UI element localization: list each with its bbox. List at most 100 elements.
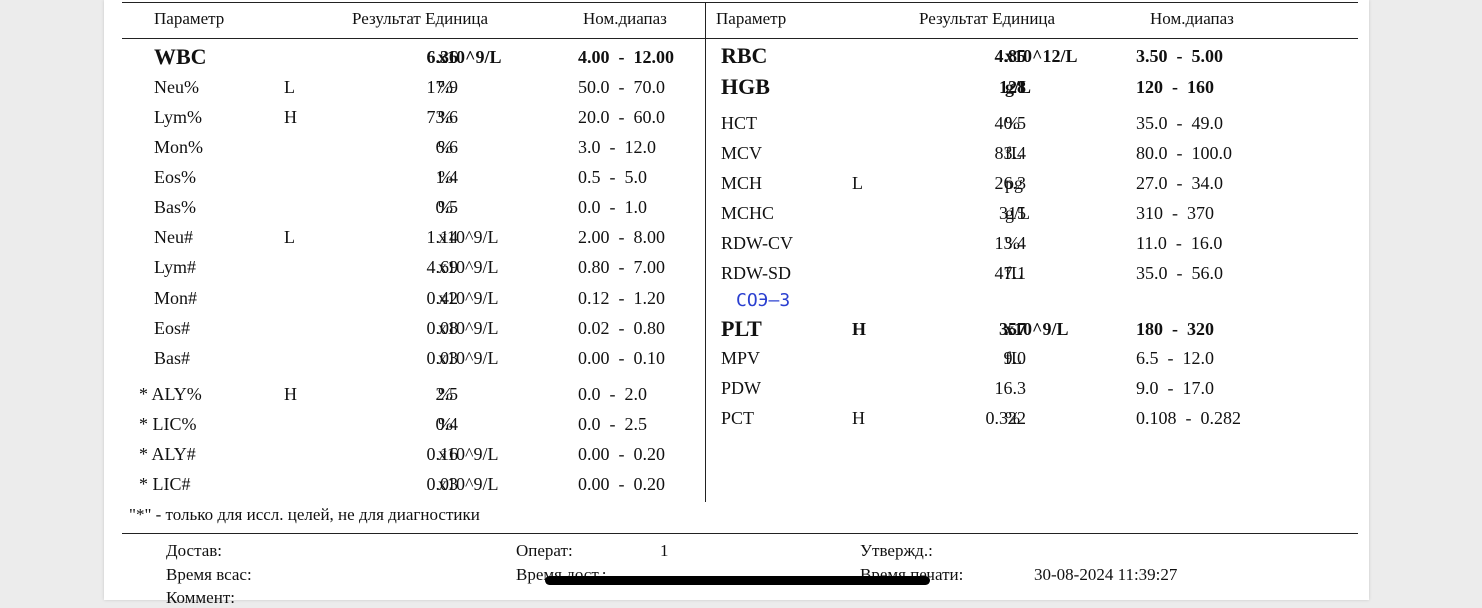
- handwritten-esr-note: СОЭ–3: [736, 290, 791, 311]
- row-result: 4.69: [426, 257, 459, 277]
- row-unit: x10^9/L: [438, 318, 499, 338]
- row-result: 17.9: [426, 77, 459, 97]
- row-range: 120 - 160: [1136, 77, 1214, 97]
- row-unit: pg: [1005, 173, 1023, 193]
- comment-label: Коммент:: [166, 588, 235, 607]
- row-unit: %: [438, 107, 453, 127]
- row-unit: %: [438, 384, 453, 404]
- row-unit: x10^12/L: [1005, 46, 1078, 66]
- row-result: 6.36: [426, 47, 459, 67]
- table-top-line: [122, 2, 1358, 3]
- row-param: * ALY%: [139, 384, 202, 404]
- row-param: Mon%: [154, 137, 203, 157]
- row-range: 35.0 - 49.0: [1136, 113, 1223, 133]
- left-header-result-unit: Результат Единица: [352, 9, 489, 28]
- row-result: 357: [999, 319, 1026, 339]
- row-range: 9.0 - 17.0: [1136, 378, 1214, 398]
- row-unit: x10^9/L: [438, 474, 499, 494]
- right-header-param: Параметр: [716, 9, 787, 28]
- row-result: 0.16: [426, 444, 459, 464]
- row-param: MCV: [721, 143, 763, 163]
- row-unit: x10^9/L: [438, 227, 499, 247]
- right-header-result-unit: Результат Единица: [919, 9, 1056, 28]
- row-param: * LIC#: [139, 474, 191, 494]
- row-param: Lym%: [154, 107, 202, 127]
- row-param: PLT: [721, 316, 762, 341]
- row-result: 128: [999, 77, 1026, 97]
- row-unit: x10^9/L: [438, 47, 502, 67]
- row-param: MPV: [721, 348, 761, 368]
- row-range: 0.80 - 7.00: [578, 257, 665, 277]
- row-range: 0.5 - 5.0: [578, 167, 647, 187]
- row-range: 0.00 - 0.10: [578, 348, 665, 368]
- row-unit: %: [1005, 408, 1020, 428]
- row-result: 0.322: [985, 408, 1027, 428]
- row-result: 83.4: [994, 143, 1027, 163]
- row-flag: L: [284, 227, 295, 247]
- row-range: 3.50 - 5.00: [1136, 46, 1223, 66]
- row-result: 9.0: [1003, 348, 1027, 368]
- row-param: RBC: [721, 43, 768, 68]
- row-param: RDW-SD: [721, 263, 792, 283]
- row-result: 16.3: [994, 378, 1027, 398]
- row-result: 4.85: [994, 46, 1027, 66]
- row-flag: L: [284, 77, 295, 97]
- home-indicator-bar[interactable]: [545, 576, 930, 585]
- row-range: 80.0 - 100.0: [1136, 143, 1232, 163]
- row-range: 11.0 - 16.0: [1136, 233, 1223, 253]
- row-param: HGB: [721, 74, 770, 99]
- row-range: 0.0 - 2.5: [578, 414, 647, 434]
- row-param: * ALY#: [139, 444, 196, 464]
- row-range: 27.0 - 34.0: [1136, 173, 1223, 193]
- row-result: 1.14: [426, 227, 459, 247]
- row-param: WBC: [154, 44, 207, 69]
- row-unit: %: [438, 197, 453, 217]
- row-param: RDW-CV: [721, 233, 793, 253]
- row-unit: %: [438, 414, 453, 434]
- row-result: 73.6: [426, 107, 459, 127]
- column-divider: [705, 2, 706, 502]
- row-param: MCHC: [721, 203, 775, 223]
- row-param: Bas%: [154, 197, 196, 217]
- row-unit: x10^9/L: [438, 257, 499, 277]
- footer-top-line: [122, 533, 1358, 534]
- row-param: Eos#: [154, 318, 190, 338]
- row-result: 1.4: [435, 167, 459, 187]
- draw-time-label: Время всас:: [166, 565, 252, 584]
- row-unit: %: [1005, 233, 1020, 253]
- row-result: 0.03: [426, 474, 459, 494]
- row-result: 0.03: [426, 348, 459, 368]
- row-range: 0.0 - 1.0: [578, 197, 647, 217]
- row-flag: H: [852, 319, 867, 339]
- row-param: PCT: [721, 408, 755, 428]
- row-result: 47.1: [994, 263, 1027, 283]
- operator-value: 1: [660, 541, 669, 560]
- row-range: 50.0 - 70.0: [578, 77, 665, 97]
- approved-label: Утвержд.:: [860, 541, 933, 560]
- row-result: 315: [999, 203, 1026, 223]
- row-range: 35.0 - 56.0: [1136, 263, 1223, 283]
- delivered-label: Достав:: [166, 541, 222, 560]
- row-unit: g/L: [1005, 203, 1030, 223]
- row-range: 2.00 - 8.00: [578, 227, 665, 247]
- row-result: 0.5: [435, 197, 459, 217]
- header-bottom-line: [122, 38, 1358, 39]
- row-flag: L: [852, 173, 863, 193]
- row-range: 3.0 - 12.0: [578, 137, 656, 157]
- row-range: 6.5 - 12.0: [1136, 348, 1214, 368]
- row-range: 4.00 - 12.00: [578, 47, 674, 67]
- row-unit: x10^9/L: [438, 444, 499, 464]
- row-range: 0.00 - 0.20: [578, 474, 665, 494]
- row-result: 2.5: [435, 384, 459, 404]
- row-param: Neu#: [154, 227, 193, 247]
- row-result: 13.4: [994, 233, 1027, 253]
- right-header-range: Ном.диапаз: [1150, 9, 1234, 28]
- row-range: 0.02 - 0.80: [578, 318, 665, 338]
- left-header-range: Ном.диапаз: [583, 9, 667, 28]
- row-range: 180 - 320: [1136, 319, 1214, 339]
- row-param: Neu%: [154, 77, 199, 97]
- print-time-value: 30-08-2024 11:39:27: [1034, 565, 1178, 584]
- row-unit: fL: [1005, 143, 1022, 163]
- left-header-param: Параметр: [154, 9, 225, 28]
- row-result: 6.6: [435, 137, 459, 157]
